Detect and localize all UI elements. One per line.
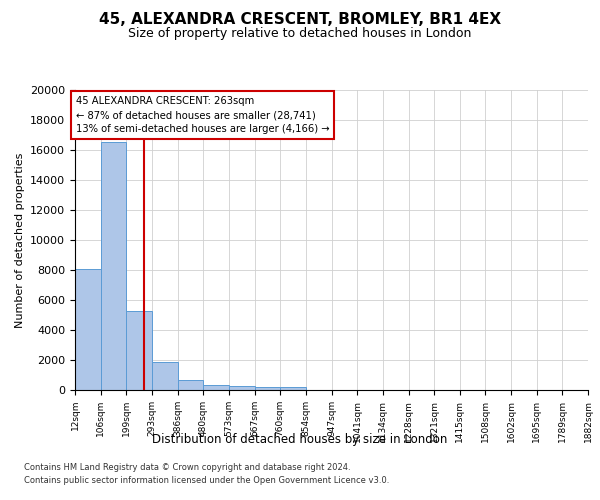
Text: Contains public sector information licensed under the Open Government Licence v3: Contains public sector information licen… bbox=[24, 476, 389, 485]
Bar bbox=[229, 386, 254, 390]
Text: Distribution of detached houses by size in London: Distribution of detached houses by size … bbox=[152, 432, 448, 446]
Bar bbox=[127, 310, 152, 390]
Text: 45, ALEXANDRA CRESCENT, BROMLEY, BR1 4EX: 45, ALEXANDRA CRESCENT, BROMLEY, BR1 4EX bbox=[99, 12, 501, 28]
Text: Contains HM Land Registry data © Crown copyright and database right 2024.: Contains HM Land Registry data © Crown c… bbox=[24, 462, 350, 471]
Y-axis label: Number of detached properties: Number of detached properties bbox=[14, 152, 25, 328]
Bar bbox=[178, 380, 203, 390]
Text: 45 ALEXANDRA CRESCENT: 263sqm
← 87% of detached houses are smaller (28,741)
13% : 45 ALEXANDRA CRESCENT: 263sqm ← 87% of d… bbox=[76, 96, 329, 134]
Bar bbox=[75, 268, 101, 390]
Bar bbox=[203, 385, 229, 390]
Text: Size of property relative to detached houses in London: Size of property relative to detached ho… bbox=[128, 28, 472, 40]
Bar bbox=[152, 362, 178, 390]
Bar bbox=[280, 387, 306, 390]
Bar bbox=[101, 142, 127, 390]
Bar bbox=[254, 387, 280, 390]
